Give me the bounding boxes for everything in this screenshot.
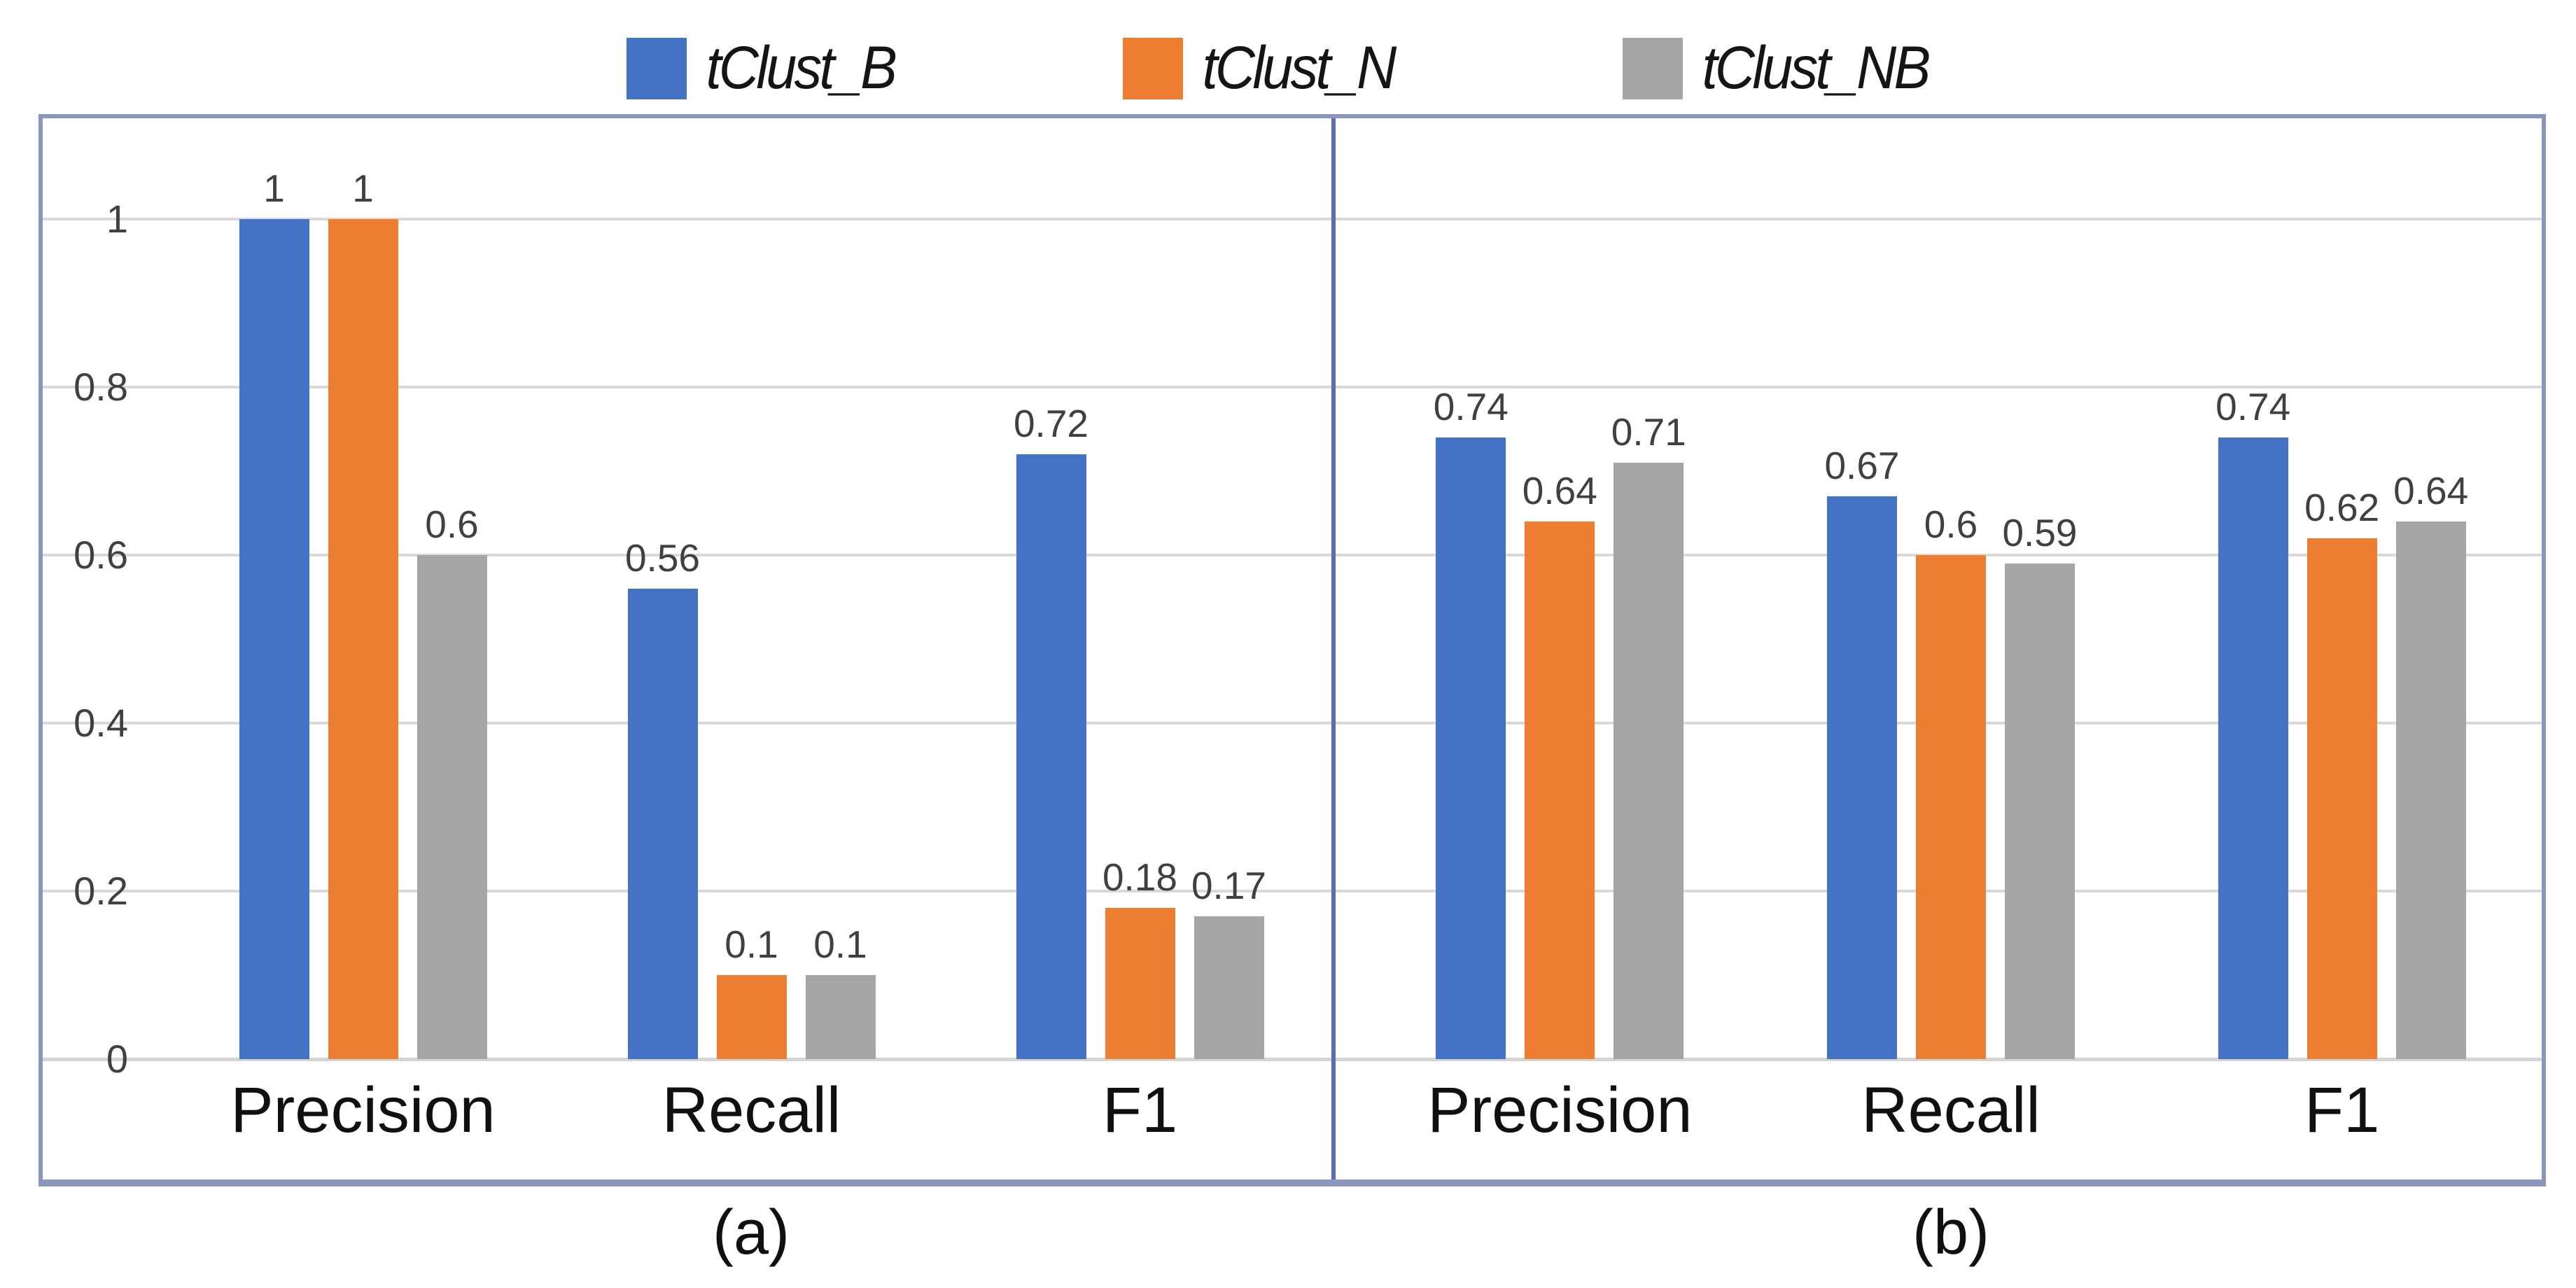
legend-swatch-tclust-b (626, 37, 687, 99)
gridline (43, 1058, 2542, 1061)
bar-value-label: 0.56 (624, 536, 701, 580)
y-tick-label: 0.6 (74, 533, 128, 577)
x-category-label: Precision (230, 1074, 496, 1146)
legend-label-tclust-nb: tClust_NB (1702, 34, 1931, 102)
y-tick-label: 1 (106, 197, 128, 241)
bar-value-label: 1 (352, 167, 374, 210)
bar-b-recall-tclust_nb (2005, 564, 2075, 1059)
y-tick-label: 0 (106, 1037, 128, 1081)
gridline (43, 386, 2542, 388)
legend-swatch-tclust-nb (1622, 37, 1683, 99)
bar-value-label: 0.71 (1611, 410, 1686, 454)
gridline (43, 218, 2542, 220)
y-tick-label: 0.2 (74, 869, 128, 913)
legend: tClust_B tClust_N tClust_NB (0, 34, 2576, 103)
bar-value-label: 0.64 (2393, 469, 2469, 512)
bar-value-label: 0.1 (813, 923, 867, 966)
y-tick-label: 0.4 (74, 701, 128, 745)
bar-a-precision-tclust_n (328, 219, 398, 1059)
bar-b-precision-tclust_n (1525, 522, 1595, 1059)
legend-swatch-tclust-n (1123, 37, 1184, 99)
bar-b-precision-tclust_nb (1614, 463, 1684, 1059)
bar-value-label: 0.18 (1102, 855, 1178, 899)
panel-divider (1331, 118, 1336, 1180)
bar-a-f1-tclust_nb (1194, 916, 1264, 1059)
legend-label-tclust-b: tClust_B (706, 34, 897, 102)
bar-b-f1-tclust_n (2306, 538, 2377, 1059)
bar-a-recall-tclust_n (716, 975, 787, 1059)
bar-b-f1-tclust_nb (2395, 522, 2466, 1059)
chart-area: 1 0.8 0.6 0.4 0.2 0 Precision 1 1 0.6 Recall 0.56 0.… (38, 114, 2546, 1186)
legend-item-tclust-nb: tClust_NB (1622, 34, 1949, 103)
bar-b-recall-tclust_n (1916, 555, 1986, 1059)
bar-value-label: 0.64 (1522, 469, 1597, 512)
panel-a-caption: (a) (713, 1198, 790, 1268)
bar-value-label: 1 (263, 167, 285, 210)
bar-value-label: 0.74 (1433, 385, 1508, 428)
bar-value-label: 0.6 (1924, 503, 1978, 546)
bar-a-recall-tclust_nb (805, 975, 876, 1059)
x-category-label: F1 (1102, 1074, 1178, 1146)
bar-a-f1-tclust_n (1105, 908, 1175, 1059)
bar-b-precision-tclust_b (1436, 438, 1506, 1059)
bar-value-label: 0.62 (2304, 486, 2380, 529)
x-category-label: Recall (662, 1074, 841, 1146)
bar-value-label: 0.59 (2002, 511, 2078, 554)
chart-plot: 1 0.8 0.6 0.4 0.2 0 Precision 1 1 0.6 Recall 0.56 0.… (43, 118, 2542, 1180)
bar-value-label: 0.1 (724, 923, 778, 966)
bar-a-precision-tclust_nb (416, 555, 487, 1059)
legend-item-tclust-n: tClust_N (1123, 34, 1413, 103)
y-tick-label: 0.8 (74, 365, 128, 409)
bar-b-f1-tclust_b (2218, 438, 2288, 1059)
x-category-label: F1 (2304, 1074, 2380, 1146)
bar-value-label: 0.67 (1824, 444, 1900, 487)
bar-value-label: 0.6 (425, 503, 479, 546)
bar-a-recall-tclust_b (627, 589, 698, 1059)
gridline (43, 722, 2542, 724)
bar-a-precision-tclust_b (239, 219, 309, 1059)
bar-a-f1-tclust_b (1016, 454, 1086, 1059)
bar-value-label: 0.74 (2216, 385, 2291, 428)
x-category-label: Precision (1427, 1074, 1693, 1146)
bar-b-recall-tclust_b (1827, 496, 1897, 1059)
legend-item-tclust-b: tClust_B (626, 34, 913, 103)
panel-b-caption: (b) (1912, 1198, 1989, 1268)
x-category-label: Recall (1861, 1074, 2040, 1146)
gridline (43, 890, 2542, 892)
bar-value-label: 0.72 (1013, 402, 1089, 445)
legend-label-tclust-n: tClust_N (1202, 34, 1397, 102)
gridline (43, 554, 2542, 556)
bar-value-label: 0.17 (1191, 864, 1267, 907)
